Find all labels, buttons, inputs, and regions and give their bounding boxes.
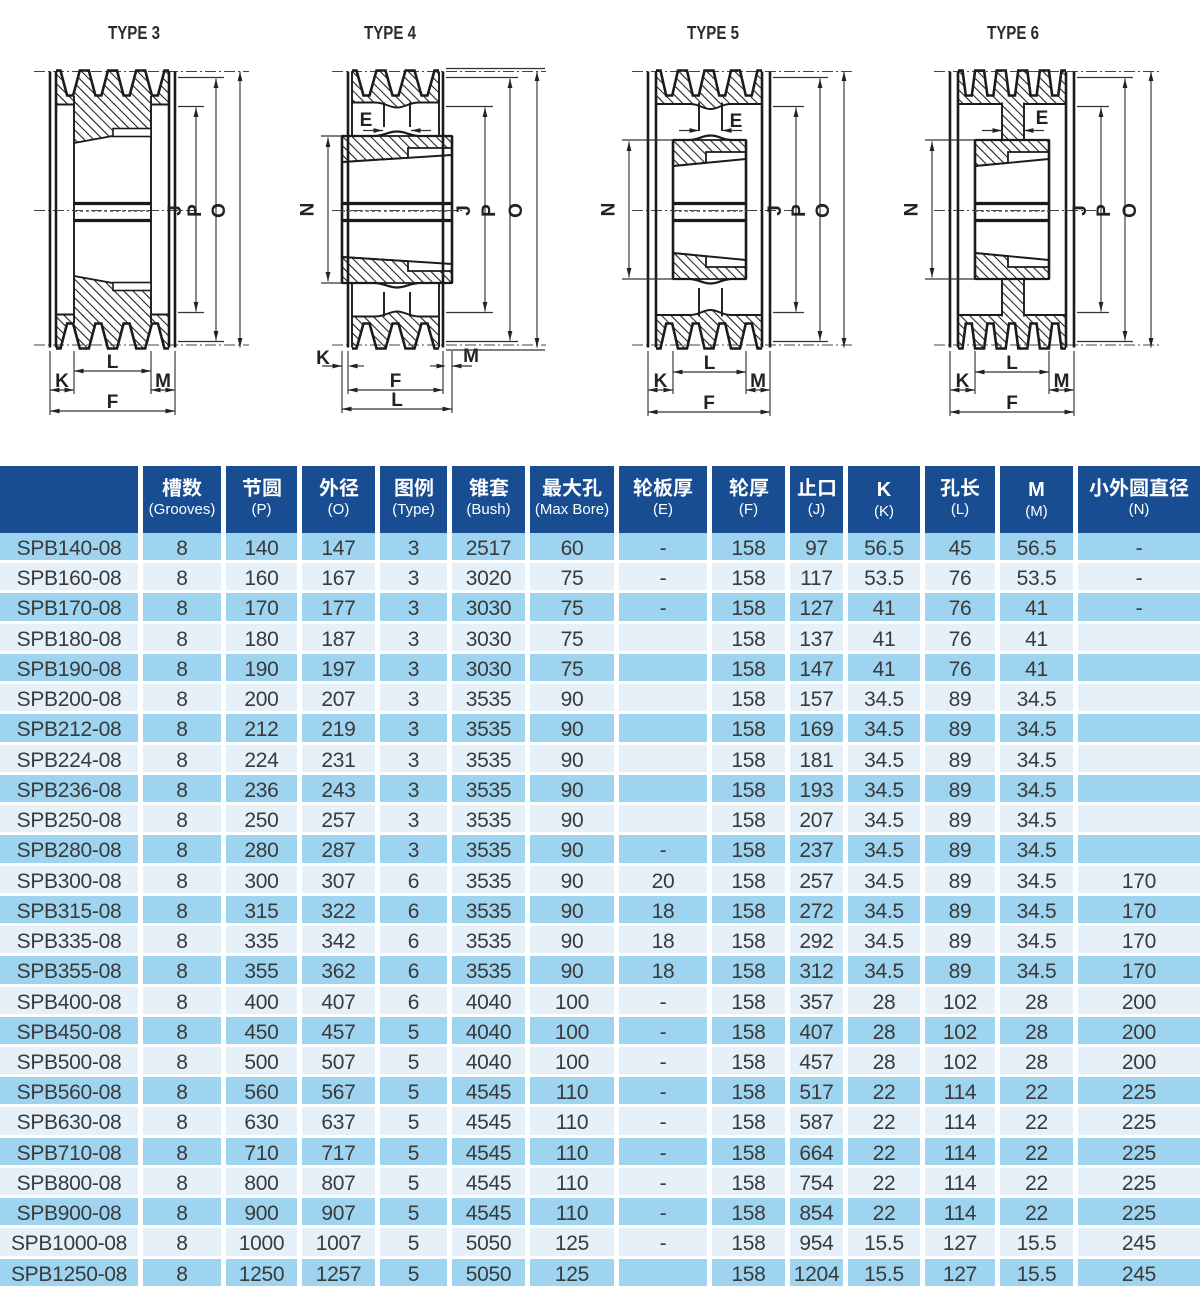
svg-text:F: F (1006, 393, 1018, 414)
svg-text:K: K (55, 371, 69, 392)
svg-text:N: N (298, 203, 319, 217)
svg-text:P: P (479, 204, 500, 217)
svg-text:J: J (1070, 205, 1091, 216)
svg-text:O: O (209, 203, 230, 218)
svg-text:F: F (107, 392, 119, 413)
svg-text:O: O (813, 203, 834, 218)
svg-text:L: L (107, 352, 119, 373)
svg-text:L: L (1006, 353, 1018, 374)
svg-text:M: M (463, 346, 479, 367)
svg-text:L: L (704, 353, 716, 374)
svg-text:O: O (506, 203, 527, 218)
svg-text:K: K (316, 348, 330, 369)
svg-text:N: N (902, 203, 923, 217)
svg-text:P: P (1094, 204, 1115, 217)
svg-text:TYPE 5: TYPE 5 (687, 23, 739, 43)
svg-text:F: F (390, 371, 402, 392)
svg-text:TYPE 4: TYPE 4 (364, 23, 416, 43)
svg-text:E: E (1036, 108, 1049, 129)
svg-text:O: O (1120, 203, 1141, 218)
svg-text:P: P (185, 204, 206, 217)
svg-text:L: L (391, 390, 403, 411)
svg-text:J: J (454, 205, 475, 216)
svg-text:TYPE 3: TYPE 3 (108, 23, 160, 43)
svg-text:K: K (654, 371, 668, 392)
svg-text:K: K (956, 371, 970, 392)
svg-text:M: M (155, 371, 171, 392)
svg-text:N: N (599, 203, 620, 217)
svg-text:F: F (703, 393, 715, 414)
svg-text:J: J (765, 205, 786, 216)
svg-text:J: J (165, 205, 186, 216)
svg-text:M: M (750, 371, 766, 392)
svg-text:M: M (1054, 371, 1070, 392)
svg-text:E: E (360, 110, 373, 131)
svg-text:TYPE 6: TYPE 6 (987, 23, 1039, 43)
svg-text:E: E (730, 111, 743, 132)
svg-text:P: P (789, 204, 810, 217)
